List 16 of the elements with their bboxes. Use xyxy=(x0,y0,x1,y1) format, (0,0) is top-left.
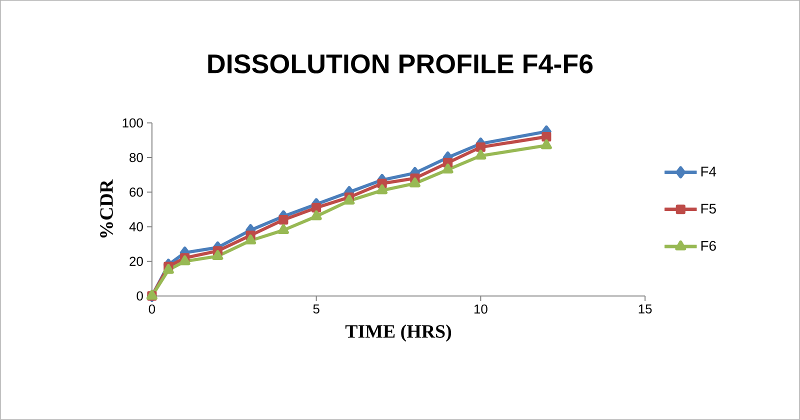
legend-label: F4 xyxy=(701,166,716,176)
x-tick-label: 10 xyxy=(474,304,488,314)
y-tick-label: 40 xyxy=(129,222,143,232)
y-tick-label: 20 xyxy=(130,256,143,266)
y-tick-label: 0 xyxy=(136,291,143,301)
x-axis-title: TIME (HRS) xyxy=(345,324,452,342)
legend-label: F6 xyxy=(701,240,716,251)
x-tick-label: 5 xyxy=(313,304,320,314)
y-tick-label: 60 xyxy=(130,188,143,197)
legend-label: F5 xyxy=(701,204,716,214)
chart-title: DISSOLUTION PROFILE F4-F6 xyxy=(208,54,593,74)
y-tick-label: 100 xyxy=(122,118,143,128)
y-axis-title: %CDR xyxy=(100,179,113,238)
y-tick-label: 80 xyxy=(130,152,143,162)
x-tick-label: 0 xyxy=(148,304,156,314)
x-tick-label: 15 xyxy=(638,304,652,314)
